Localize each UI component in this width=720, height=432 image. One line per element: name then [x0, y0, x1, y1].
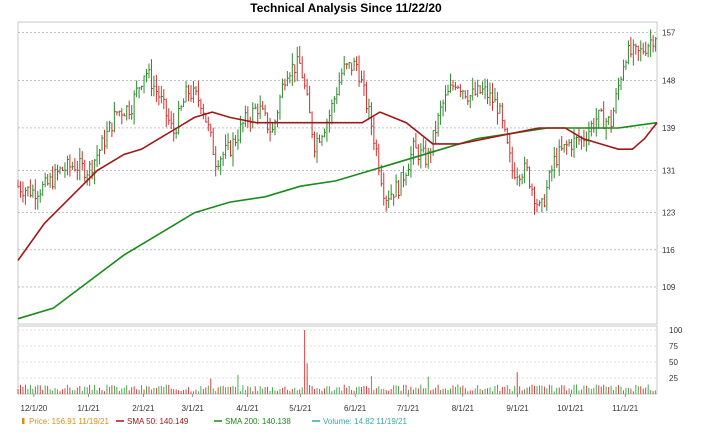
- price-tick-label: 123: [662, 209, 676, 218]
- date-tick-label: 1/1/21: [77, 404, 100, 413]
- price-tick-label: 131: [662, 166, 676, 175]
- price-tick-label: 116: [662, 246, 675, 255]
- volume-panel-border: [17, 325, 658, 395]
- legend-label: SMA 200: 140.138: [225, 417, 291, 426]
- legend-label: Price: 156.91 11/19/21: [29, 417, 109, 426]
- date-tick-label: 12/1/20: [21, 404, 48, 413]
- price-tick-label: 157: [662, 29, 676, 38]
- volume-tick-label: 100: [669, 326, 683, 335]
- date-tick-label: 5/1/21: [289, 404, 312, 413]
- date-axis-ticks: 12/1/20 1/1/21 2/1/21 3/1/21 4/1/21 5/1/21 6/1…: [21, 394, 639, 413]
- price-tick-label: 139: [662, 124, 676, 133]
- legend: Price: 156.91 11/19/21 SMA 50: 140.149 SMA…: [22, 417, 407, 426]
- date-tick-label: 8/1/21: [452, 404, 475, 413]
- date-tick-label: 9/1/21: [506, 404, 529, 413]
- date-tick-label: 10/1/21: [557, 404, 584, 413]
- volume-axis-ticks: 25 50 75 100: [669, 326, 683, 383]
- date-tick-label: 3/1/21: [182, 404, 205, 413]
- legend-label: SMA 50: 140.149: [127, 417, 189, 426]
- date-tick-label: 7/1/21: [397, 404, 420, 413]
- date-tick-label: 4/1/21: [236, 404, 259, 413]
- date-tick-label: 6/1/21: [344, 404, 367, 413]
- legend-label: Volume: 14.82 11/19/21: [323, 417, 407, 426]
- price-tick-label: 148: [662, 76, 676, 85]
- sma50-line: [17, 111, 658, 261]
- legend-price-swatch: [22, 418, 25, 424]
- date-tick-label: 11/1/21: [612, 404, 639, 413]
- chart-title: Technical Analysis Since 11/22/20: [250, 1, 442, 15]
- volume-tick-label: 25: [669, 374, 678, 383]
- volume-grid: [18, 329, 657, 379]
- price-tick-label: 109: [662, 283, 676, 292]
- sma200-line: [17, 121, 658, 320]
- price-axis-ticks: 109 116 123 131 139 148 157: [662, 29, 676, 292]
- date-tick-label: 2/1/21: [132, 404, 155, 413]
- price-panel-border: [17, 21, 658, 325]
- volume-tick-label: 75: [669, 342, 678, 351]
- volume-bars: [17, 330, 657, 394]
- volume-tick-label: 50: [669, 358, 678, 367]
